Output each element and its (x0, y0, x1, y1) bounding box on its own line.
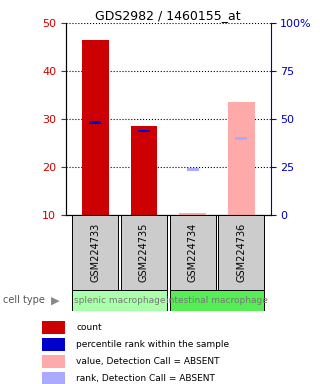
Title: GDS2982 / 1460155_at: GDS2982 / 1460155_at (95, 9, 241, 22)
Text: cell type: cell type (3, 295, 45, 306)
Bar (186, 168, 199, 171)
Bar (138, 130, 150, 132)
Text: intestinal macrophage: intestinal macrophage (166, 296, 268, 305)
Text: ▶: ▶ (51, 295, 60, 306)
Bar (89, 121, 101, 124)
Text: percentile rank within the sample: percentile rank within the sample (77, 340, 230, 349)
FancyBboxPatch shape (170, 290, 264, 311)
Text: splenic macrophage: splenic macrophage (74, 296, 165, 305)
Text: count: count (77, 323, 102, 332)
Bar (179, 213, 206, 215)
Bar (131, 126, 157, 215)
FancyBboxPatch shape (72, 290, 167, 311)
Bar (43, 372, 65, 384)
Text: rank, Detection Call = ABSENT: rank, Detection Call = ABSENT (77, 374, 215, 383)
Text: GSM224733: GSM224733 (90, 223, 100, 282)
Text: value, Detection Call = ABSENT: value, Detection Call = ABSENT (77, 357, 220, 366)
Text: GSM224736: GSM224736 (236, 223, 247, 282)
Bar (82, 40, 109, 215)
Bar (43, 321, 65, 334)
Bar (43, 338, 65, 351)
Text: GSM224734: GSM224734 (188, 223, 198, 282)
FancyBboxPatch shape (218, 215, 264, 290)
FancyBboxPatch shape (121, 215, 167, 290)
FancyBboxPatch shape (170, 215, 215, 290)
Bar (228, 102, 255, 215)
FancyBboxPatch shape (72, 215, 118, 290)
Text: GSM224735: GSM224735 (139, 223, 149, 282)
Bar (43, 355, 65, 367)
Bar (235, 137, 248, 140)
